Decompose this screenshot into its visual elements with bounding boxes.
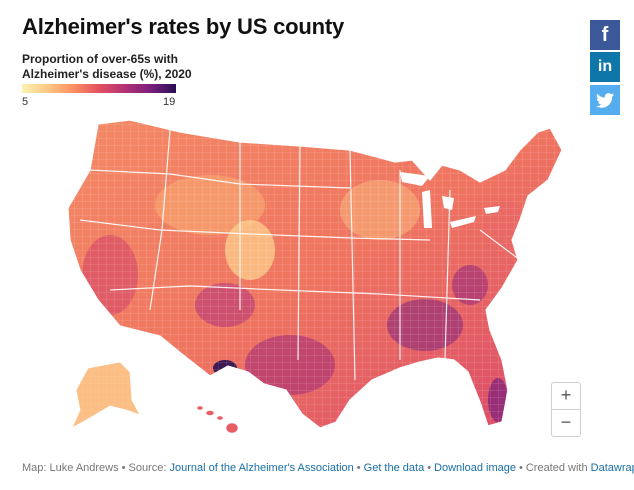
facebook-icon: f [601,23,609,46]
us-county-map[interactable] [50,110,570,450]
get-data-link[interactable]: Get the data [363,462,425,474]
zoom-out-button[interactable]: − [551,409,581,437]
twitter-icon [596,92,614,108]
linkedin-share-button[interactable]: in [590,52,620,82]
facebook-share-button[interactable]: f [590,20,620,50]
created-with-text: Created with [525,462,588,474]
twitter-share-button[interactable] [590,85,620,115]
hawaii-region [196,405,239,434]
download-image-link[interactable]: Download image [434,462,516,474]
map-credit: Map: Luke Andrews [22,462,119,474]
map-svg [67,119,563,434]
zoom-in-button[interactable]: + [551,382,581,410]
source-link[interactable]: Journal of the Alzheimer's Association [169,462,354,474]
source-prefix: Source: [128,462,167,474]
lake-huron [442,196,454,210]
state-borders [79,129,521,381]
lake-ontario [484,206,500,214]
map-title: Alzheimer's rates by US county [22,14,345,39]
linkedin-icon: in [597,58,613,75]
lake-superior [400,172,430,186]
legend-title: Proportion of over-65s with Alzheimer's … [22,52,192,81]
lake-erie [450,216,476,228]
datawrapper-link[interactable]: Datawrapper [590,462,634,474]
legend-min-value: 5 [22,96,29,108]
legend-max-value: 19 [163,96,176,108]
lake-michigan [422,190,432,228]
footer-credits: Map: Luke Andrews • Source: Journal of the… [22,462,634,474]
legend-color-bar [22,84,176,93]
